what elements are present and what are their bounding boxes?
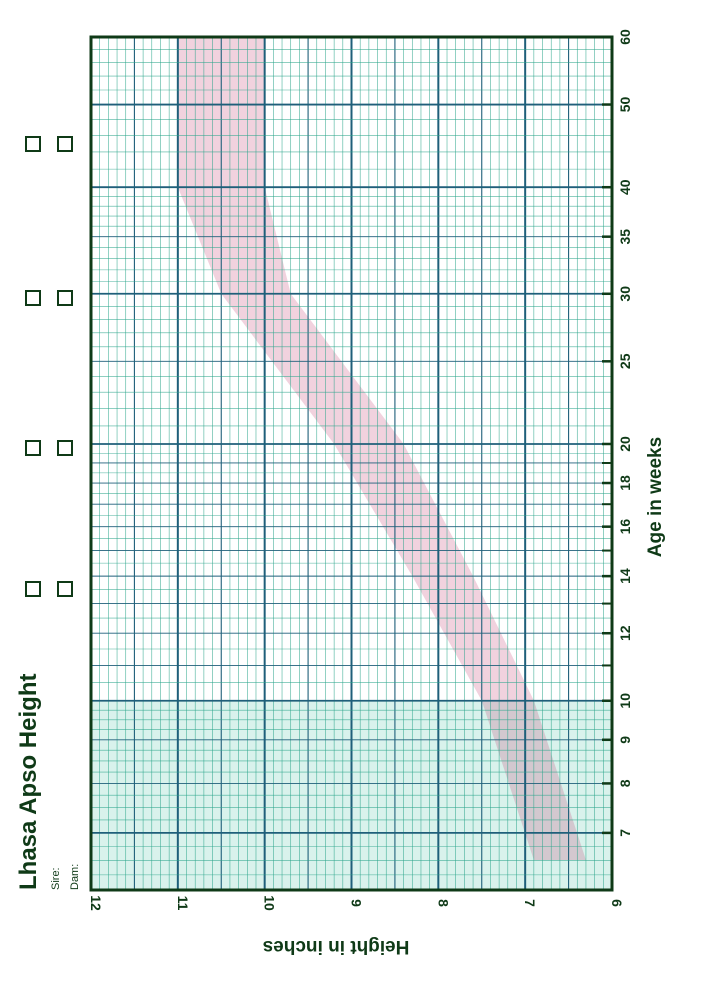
- grid: [90, 36, 613, 891]
- x-tick-label: 18: [617, 475, 633, 491]
- growth-band-area: [177, 37, 587, 861]
- checkbox[interactable]: [25, 136, 41, 152]
- checkbox[interactable]: [57, 290, 73, 306]
- y-tick-label: 12: [88, 895, 104, 911]
- chart-title: Lhasa Apso Height: [15, 674, 42, 890]
- checkbox[interactable]: [57, 581, 73, 597]
- checkbox[interactable]: [57, 440, 73, 456]
- x-tick-label: 14: [617, 568, 633, 584]
- checkbox[interactable]: [57, 136, 73, 152]
- x-tick-label: 60: [617, 29, 633, 45]
- growth-band: [177, 37, 587, 861]
- x-tick-label: 50: [617, 97, 633, 113]
- y-tick-label: 9: [349, 899, 365, 907]
- x-tick-label: 16: [617, 519, 633, 535]
- sire-label: Sire:: [50, 867, 62, 890]
- y-tick-label: 11: [175, 896, 191, 911]
- y-axis-ticks: 6 7 8 9 10 11 12: [88, 895, 625, 911]
- y-tick-label: 10: [262, 895, 278, 911]
- x-tick-label: 9: [617, 736, 633, 744]
- x-tick-label: 20: [617, 436, 633, 452]
- x-tick-label: 30: [617, 286, 633, 302]
- checkbox-grid[interactable]: [25, 136, 73, 597]
- x-tick-label: 25: [617, 353, 633, 369]
- x-tick-label: 8: [617, 779, 633, 787]
- checkbox[interactable]: [25, 440, 41, 456]
- dam-label: Dam:: [69, 864, 81, 890]
- x-axis-label: Age in weeks: [645, 437, 666, 557]
- x-tick-label: 7: [617, 829, 633, 837]
- y-tick-label: 6: [609, 899, 625, 907]
- checkbox[interactable]: [25, 581, 41, 597]
- y-axis-label: Height in inches: [263, 936, 410, 957]
- x-tick-label: 40: [617, 179, 633, 195]
- x-tick-label: 10: [617, 693, 633, 709]
- x-axis-ticks: 7 8 9 10 12 14 16 18 20 25 30 35 40 50 60: [602, 29, 633, 837]
- x-tick-label: 12: [617, 625, 633, 641]
- y-tick-label: 8: [435, 899, 451, 907]
- x-tick-label: 35: [617, 229, 633, 245]
- checkbox[interactable]: [25, 290, 41, 306]
- y-tick-label: 7: [522, 899, 538, 907]
